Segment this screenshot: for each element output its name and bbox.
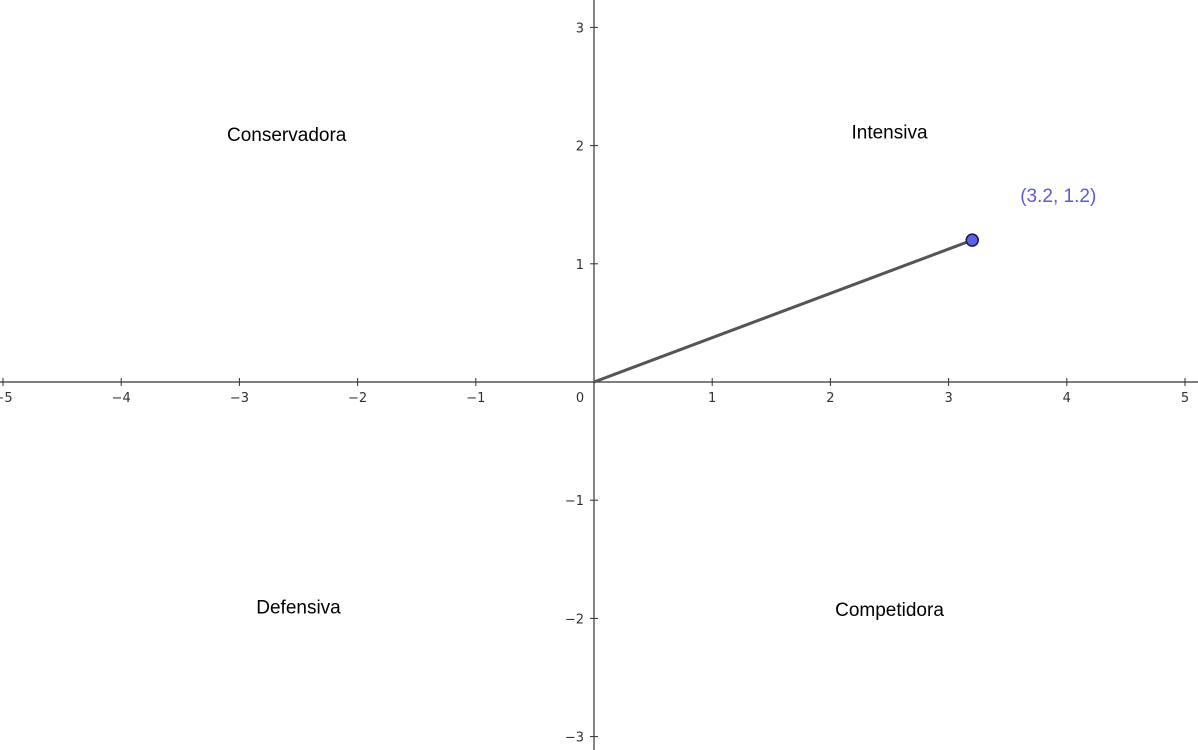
quadrant-label: Defensiva xyxy=(256,598,341,619)
y-tick-label: −3 xyxy=(565,731,584,746)
x-tick-label: 5 xyxy=(1181,391,1189,406)
vector-segment xyxy=(593,238,973,384)
x-tick-label: 3 xyxy=(944,391,952,406)
data-point[interactable] xyxy=(965,233,979,247)
y-ticks: −3 −2 −1 1 2 3 xyxy=(565,21,598,746)
y-tick-label: −1 xyxy=(565,494,584,509)
x-tick-label: 4 xyxy=(1063,391,1071,406)
y-tick-label: −2 xyxy=(565,612,584,627)
quadrant-label: Competidora xyxy=(835,600,944,621)
x-tick-label: −4 xyxy=(112,391,131,406)
x-tick-label: −3 xyxy=(230,391,249,406)
point-label: (3.2, 1.2) xyxy=(1020,186,1096,207)
x-tick-label: 1 xyxy=(708,391,716,406)
x-tick-label: 2 xyxy=(826,391,834,406)
quadrant-labels: Conservadora Intensiva Defensiva Competidor… xyxy=(227,122,944,621)
quadrant-label: Intensiva xyxy=(851,122,927,143)
x-tick-label: −2 xyxy=(348,391,367,406)
quadrant-label: Conservadora xyxy=(227,125,347,146)
y-tick-label: 1 xyxy=(576,258,584,273)
y-tick-label: 3 xyxy=(576,21,584,36)
y-tick-label: 2 xyxy=(576,140,584,155)
x-ticks: −5 −4 −3 −2 −1 0 1 2 3 4 5 xyxy=(0,378,1189,406)
x-tick-label: −5 xyxy=(0,391,13,406)
x-tick-label: −1 xyxy=(466,391,485,406)
x-tick-label: 0 xyxy=(576,391,584,406)
